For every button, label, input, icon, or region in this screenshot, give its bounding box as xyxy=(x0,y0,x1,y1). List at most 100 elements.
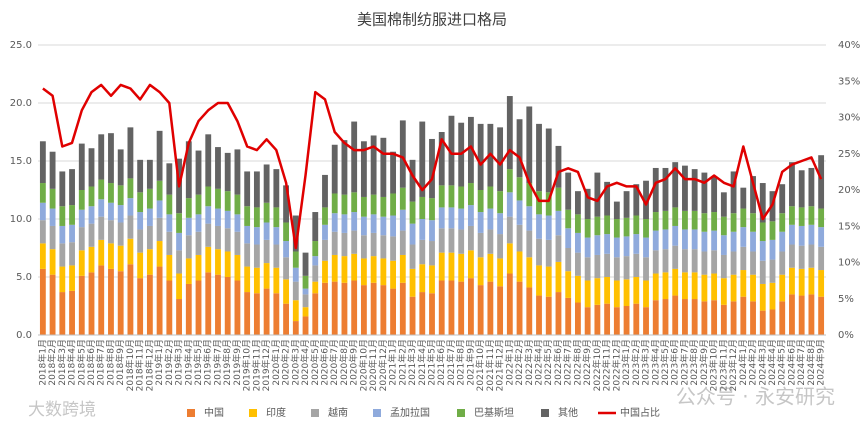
bar-segment xyxy=(613,307,620,335)
bar-segment xyxy=(497,258,504,287)
x-tick-label: 2018年11月 xyxy=(134,339,146,391)
bar-segment xyxy=(390,260,397,289)
bar-segment xyxy=(224,191,231,211)
bar-segment xyxy=(575,275,581,303)
bar-segment xyxy=(360,258,367,286)
bar-segment xyxy=(370,256,377,283)
bar-segment xyxy=(691,299,698,335)
bar-segment xyxy=(390,215,397,237)
x-tick-label: 2018年3月 xyxy=(56,339,68,386)
bar-segment xyxy=(536,238,542,266)
bar-segment xyxy=(818,208,825,228)
x-tick-label: 2019年10月 xyxy=(241,339,253,391)
x-tick-label: 2024年2月 xyxy=(747,339,759,386)
bar-segment xyxy=(555,210,562,236)
bar-segment xyxy=(59,292,66,335)
bar-segment xyxy=(448,115,455,186)
bar-segment xyxy=(234,231,241,255)
bar-segment xyxy=(137,192,144,213)
bar-segment xyxy=(380,196,387,217)
bar-segment xyxy=(205,134,212,187)
bar-segment xyxy=(623,236,630,257)
bar-segment xyxy=(185,235,192,259)
bar-segment xyxy=(409,244,416,269)
bar-segment xyxy=(467,225,474,251)
bar-segment xyxy=(701,213,708,232)
x-tick-label: 2020年10月 xyxy=(357,339,369,391)
bar-segment xyxy=(273,169,280,208)
bar-segment xyxy=(146,225,153,250)
bar-segment xyxy=(419,264,426,293)
bar-segment xyxy=(370,135,377,195)
bar-segment xyxy=(341,140,348,195)
bar-segment xyxy=(419,239,426,265)
bar-segment xyxy=(117,222,124,246)
bar-segment xyxy=(730,274,737,302)
bar-segment xyxy=(487,186,494,209)
bar-segment xyxy=(575,252,581,276)
bar-segment xyxy=(166,231,173,255)
bar-segment xyxy=(643,280,649,308)
bar-segment xyxy=(652,250,659,274)
bar-segment xyxy=(127,215,134,239)
bar-segment xyxy=(137,229,144,253)
bar-segment xyxy=(720,235,727,255)
x-tick-label: 2022年4月 xyxy=(533,339,545,386)
bar-segment xyxy=(808,267,815,295)
bar-segment xyxy=(740,270,747,297)
bar-segment xyxy=(467,250,474,279)
bar-segment xyxy=(351,230,358,254)
bar-segment xyxy=(691,249,698,273)
bar-segment xyxy=(584,237,591,258)
bar-segment xyxy=(419,196,426,219)
x-tick-label: 2019年12月 xyxy=(260,339,272,391)
x-tick-label: 2023年10月 xyxy=(708,339,720,391)
bar-segment xyxy=(633,277,640,304)
x-tick-label: 2020年11月 xyxy=(367,339,379,391)
bar-segment xyxy=(156,180,163,201)
bar-segment xyxy=(156,241,163,267)
bar-segment xyxy=(769,259,776,283)
bar-segment xyxy=(292,300,299,322)
bar-segment xyxy=(497,234,504,259)
bar-segment xyxy=(691,210,698,230)
bar-segment xyxy=(701,172,708,214)
bar-segment xyxy=(613,257,620,281)
legend-swatch xyxy=(373,409,381,417)
bar-segment xyxy=(604,253,611,277)
bar-segment xyxy=(156,130,163,181)
bar-segment xyxy=(682,229,688,250)
bar-segment xyxy=(78,209,85,228)
bar-segment xyxy=(185,217,192,236)
bar-segment xyxy=(633,303,640,335)
bar-segment xyxy=(69,290,75,335)
bar-segment xyxy=(108,133,114,184)
bar-segment xyxy=(390,193,397,216)
bar-segment xyxy=(283,303,289,335)
bar-segment xyxy=(682,249,688,273)
bar-segment xyxy=(98,134,105,180)
bar-segment xyxy=(185,283,192,335)
bar-segment xyxy=(69,242,75,266)
bar-segment xyxy=(584,188,591,219)
bar-segment xyxy=(487,281,494,335)
bar-segment xyxy=(49,225,56,250)
bar-segment xyxy=(185,141,192,199)
bar-segment xyxy=(691,169,698,211)
bar-segment xyxy=(769,239,776,260)
bar-segment xyxy=(623,191,630,218)
bar-segment xyxy=(205,272,212,335)
bar-segment xyxy=(438,280,445,335)
bar-segment xyxy=(662,249,669,273)
bar-segment xyxy=(672,245,679,269)
bar-segment xyxy=(224,228,231,252)
bar-segment xyxy=(244,171,251,207)
bar-segment xyxy=(205,186,212,207)
bar-segment xyxy=(390,288,397,335)
bar-segment xyxy=(808,244,815,268)
x-tick-label: 2023年12月 xyxy=(727,339,739,391)
bar-segment xyxy=(234,149,241,195)
bar-segment xyxy=(779,213,786,232)
bar-segment xyxy=(545,266,552,297)
bar-segment xyxy=(380,235,387,259)
